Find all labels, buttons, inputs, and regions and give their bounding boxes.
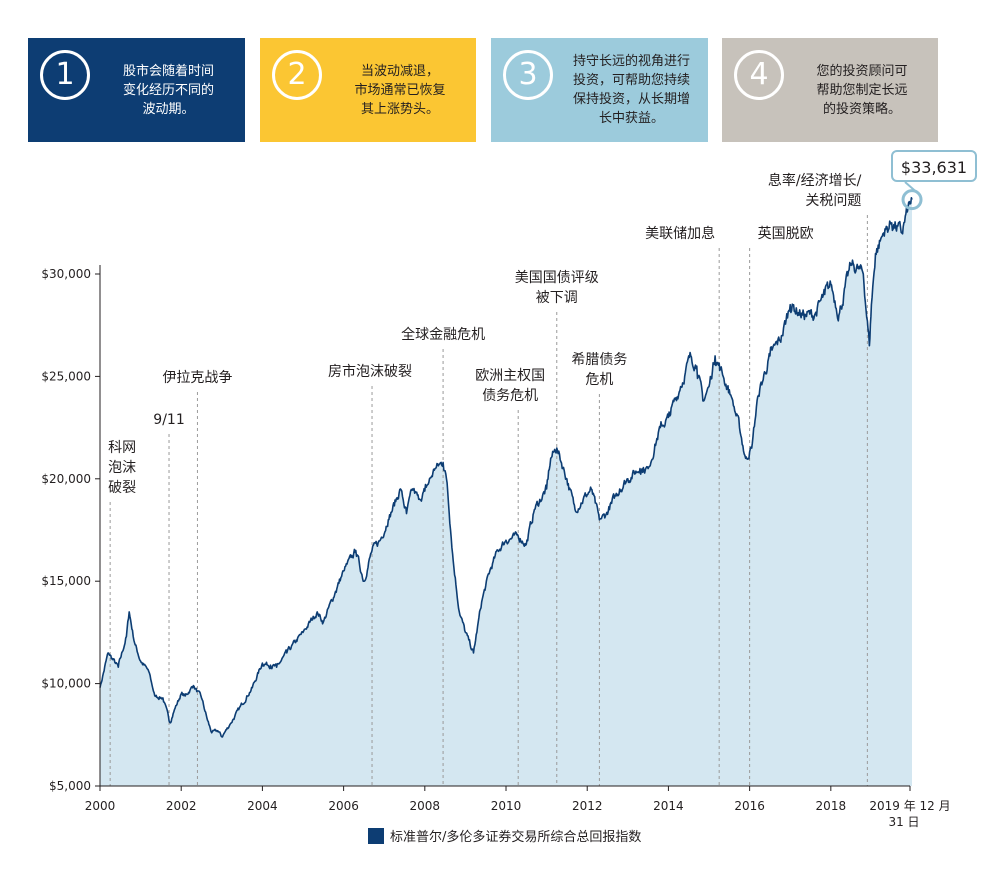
number-circle-icon: 1 <box>40 50 90 100</box>
x-tick-label: 2000 <box>85 799 116 813</box>
y-tick-label: $5,000 <box>49 779 91 793</box>
callout-pointer <box>904 181 917 193</box>
legend-swatch <box>368 827 384 844</box>
x-tick-label: 2012 <box>572 799 603 813</box>
info-box-4: 4 您的投资顾问可 帮助您制定长远 的投资策略。 <box>722 38 938 142</box>
x-tick-label: 2006 <box>328 799 359 813</box>
x-end-label: 31 日 <box>888 815 919 829</box>
x-tick-label: 2014 <box>653 799 684 813</box>
event-label: 美国国债评级被下调 <box>515 270 599 306</box>
legend-label: 标准普尔/多伦多证券交易所综合总回报指数 <box>390 830 642 845</box>
x-end-label: 2019 年 12 月 <box>869 799 950 813</box>
event-label: 9/11 <box>153 412 184 428</box>
x-tick-label: 2002 <box>166 799 197 813</box>
number-circle-icon: 2 <box>272 50 322 100</box>
event-label: 息率/经济增长/关税问题 <box>768 172 862 209</box>
y-tick-label: $25,000 <box>41 369 91 383</box>
number-circle-icon: 3 <box>503 50 553 100</box>
info-box-3: 3 持守长远的视角进行 投资，可帮助您持续 保持投资，从长期增 长中获益。 <box>491 38 708 142</box>
number-circle-icon: 4 <box>734 50 784 100</box>
info-box-text: 持守长远的视角进行 投资，可帮助您持续 保持投资，从长期增 长中获益。 <box>572 54 690 126</box>
series-area <box>100 197 912 787</box>
info-box-text: 股市会随着时间 变化经历不同的 波动期。 <box>122 63 214 117</box>
x-tick-label: 2004 <box>247 799 278 813</box>
series-line <box>99 197 913 738</box>
x-tick-label: 2010 <box>491 799 522 813</box>
y-tick-label: $20,000 <box>41 472 91 486</box>
x-tick-label: 2008 <box>410 799 441 813</box>
event-label: 全球金融危机 <box>401 326 485 343</box>
final-value-callout: $33,631 <box>891 150 977 182</box>
event-label: 欧洲主权国债务危机 <box>475 368 545 404</box>
event-label: 科网泡沫破裂 <box>108 440 136 496</box>
event-label: 房市泡沫破裂 <box>328 363 412 380</box>
endpoint-marker <box>901 189 923 211</box>
event-label: 伊拉克战争 <box>162 370 232 386</box>
event-label: 希腊债务危机 <box>571 352 627 388</box>
x-tick-label: 2016 <box>734 799 765 813</box>
event-label: 美联储加息 <box>645 225 715 242</box>
y-tick-label: $30,000 <box>41 267 91 281</box>
info-box-1: 1 股市会随着时间 变化经历不同的 波动期。 <box>28 38 245 142</box>
y-tick-label: $15,000 <box>41 574 91 588</box>
info-box-2: 2 当波动减退， 市场通常已恢复 其上涨势头。 <box>260 38 476 142</box>
event-label: 英国脱欧 <box>758 225 814 242</box>
legend: 标准普尔/多伦多证券交易所综合总回报指数 <box>368 826 641 845</box>
info-box-text: 您的投资顾问可 帮助您制定长远 的投资策略。 <box>816 63 908 117</box>
y-tick-label: $10,000 <box>41 677 91 691</box>
x-tick-label: 2018 <box>816 799 847 813</box>
info-box-text: 当波动减退， 市场通常已恢复 其上涨势头。 <box>354 63 446 117</box>
